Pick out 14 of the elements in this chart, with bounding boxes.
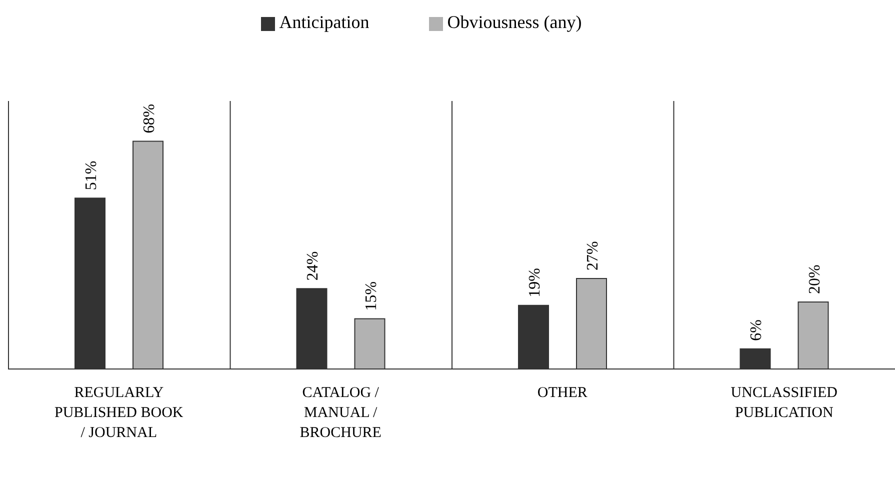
x-tick-label: CATALOG / MANUAL / BROCHURE xyxy=(300,385,382,441)
x-tick-label: REGULARLY PUBLISHED BOOK / JOURNAL xyxy=(54,385,184,441)
legend-label: Obviousness (any) xyxy=(447,12,582,32)
data-label: 68% xyxy=(141,104,158,134)
x-tick-label: UNCLASSIFIED PUBLICATION xyxy=(730,385,838,421)
data-label: 27% xyxy=(584,241,602,271)
data-label: 15% xyxy=(362,281,380,311)
x-tick-label: OTHER xyxy=(537,385,588,401)
legend-label: Anticipation xyxy=(279,12,370,32)
data-label: 51% xyxy=(83,160,100,190)
data-label: 6% xyxy=(748,320,766,341)
data-label: 24% xyxy=(304,251,322,281)
data-label: 20% xyxy=(806,264,824,294)
data-label: 19% xyxy=(526,268,544,298)
